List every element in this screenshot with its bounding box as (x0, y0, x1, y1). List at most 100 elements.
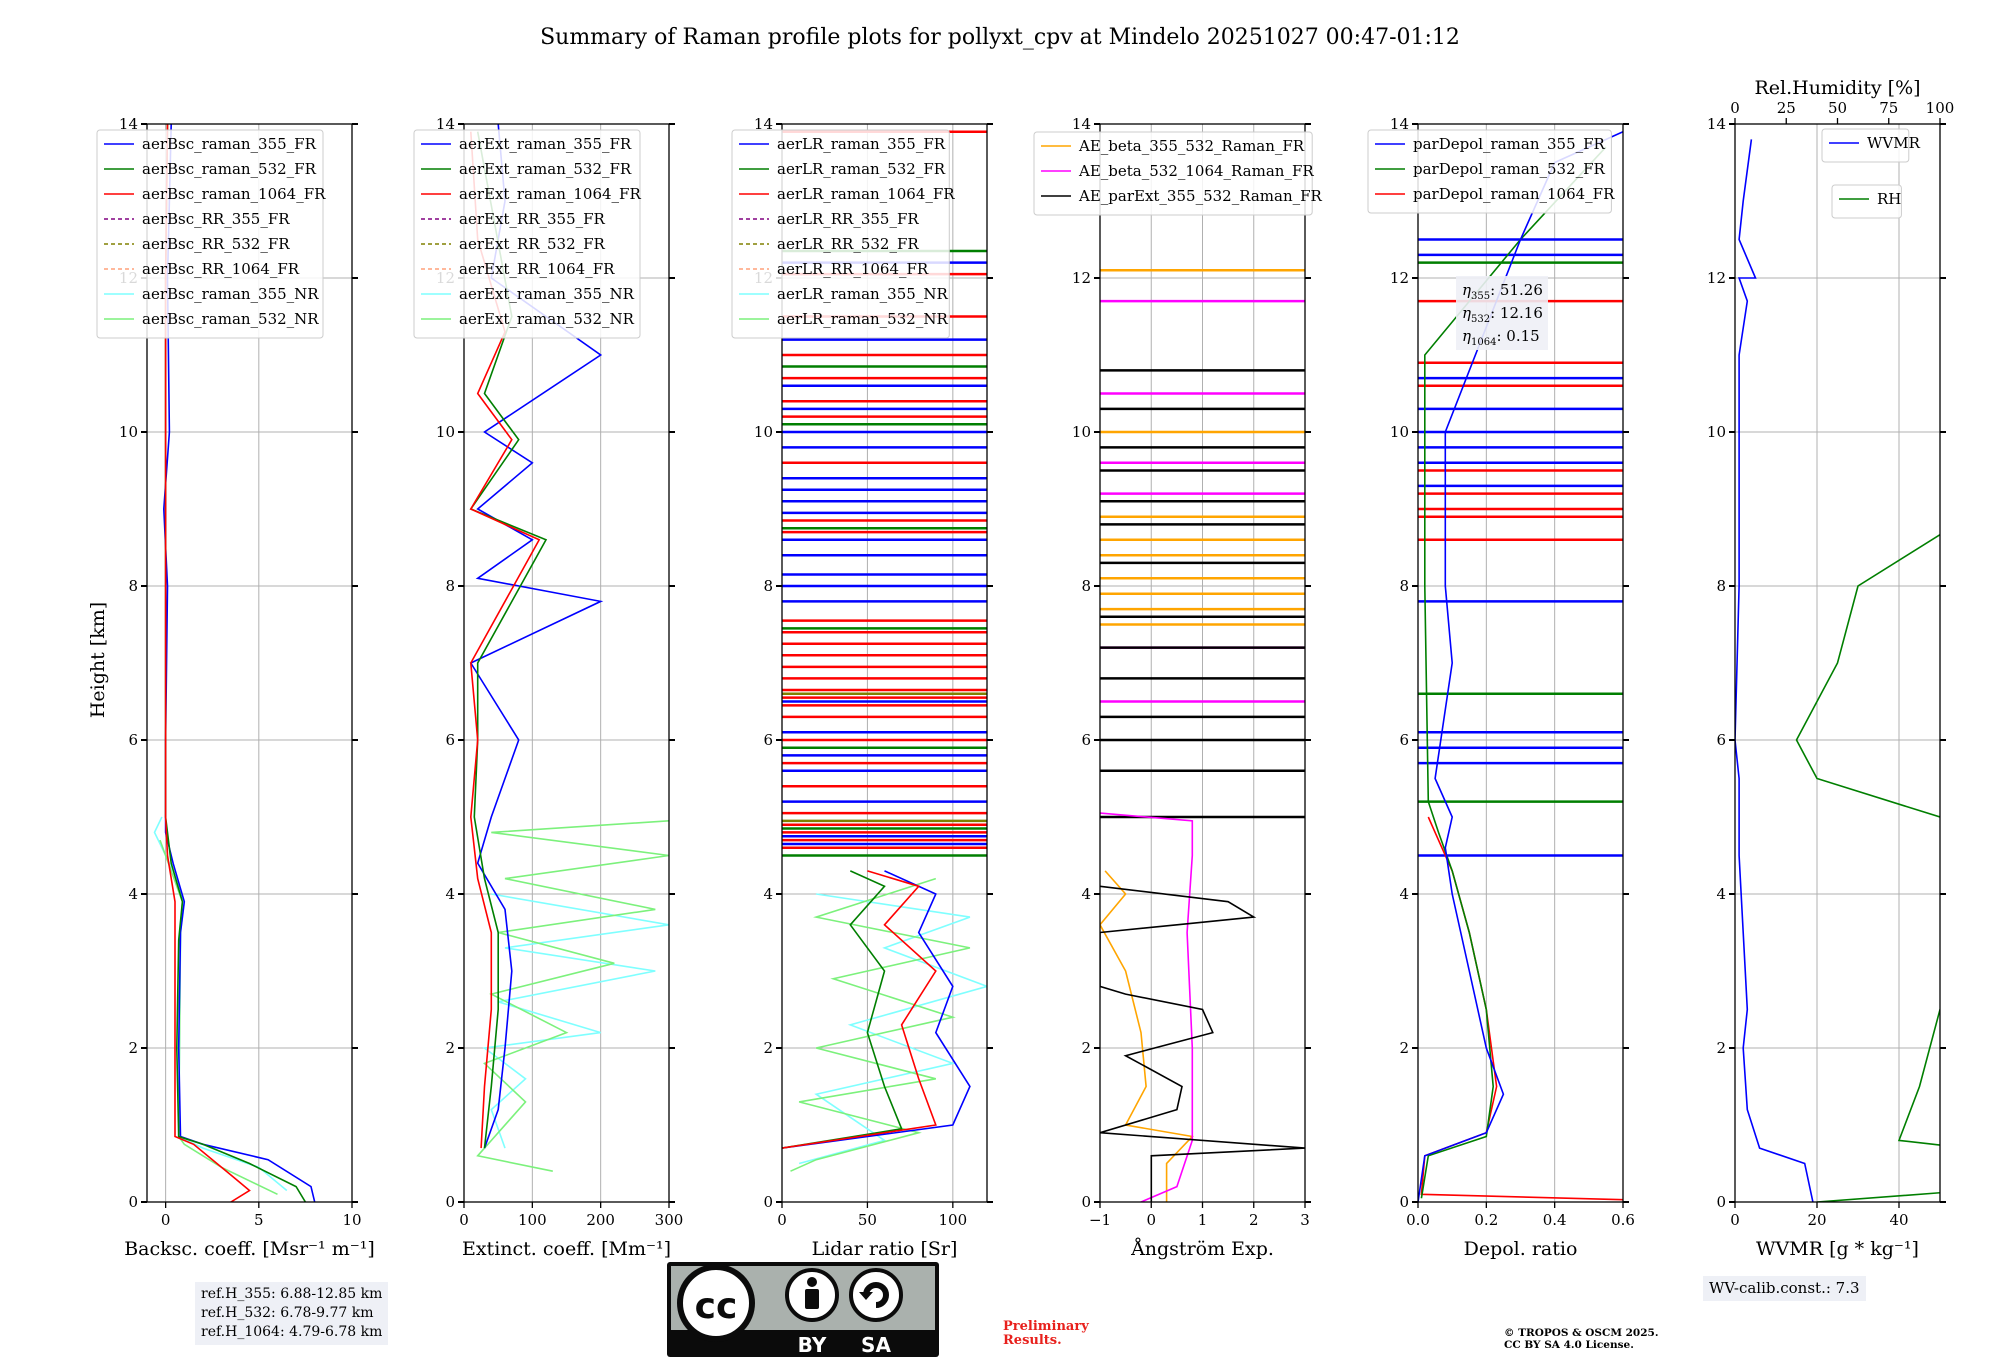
y-tick-label: 14 (436, 115, 455, 133)
series-aerBsc_raman_1064_FR (164, 124, 251, 1202)
series-aerLR_raman_1064_FR (782, 870, 937, 1149)
axes-frame (781, 123, 988, 1203)
preliminary-note: Preliminary Results. (1003, 1320, 1089, 1348)
legend-label: parDepol_raman_1064_FR (1413, 185, 1615, 203)
y-tick-label: 0 (763, 1193, 773, 1211)
legend-label: AE_beta_532_1064_Raman_FR (1078, 162, 1314, 180)
y-tick-label: 14 (754, 115, 773, 133)
copyright-line-2: CC BY SA 4.0 License. (1504, 1339, 1634, 1351)
y-tick-label: 8 (1399, 577, 1409, 595)
axes-frame (463, 123, 670, 1203)
y-tick-label: 10 (1390, 423, 1409, 441)
top-axis-label: Rel.Humidity [%] (1754, 77, 1920, 99)
legend-label: aerBsc_raman_355_FR (142, 135, 317, 153)
legend-label: aerBsc_raman_1064_FR (142, 185, 326, 203)
eta-value: η355: 51.26 (1462, 281, 1543, 302)
y-tick-label: 12 (1390, 269, 1409, 287)
y-tick-label: 10 (436, 423, 455, 441)
x-axis-label: WVMR [g * kg⁻¹] (1756, 1238, 1919, 1260)
y-tick-label: 6 (763, 731, 773, 749)
plot-area (153, 124, 316, 1202)
legend-label: aerLR_RR_532_FR (777, 235, 919, 253)
y-tick-label: 2 (128, 1039, 138, 1057)
x-tick-label: 0.6 (1611, 1211, 1635, 1229)
plot-area (1735, 139, 1940, 1202)
y-tick-label: 14 (1707, 115, 1726, 133)
x-tick-label: 0 (1730, 1211, 1740, 1229)
legend-label: aerLR_RR_355_FR (777, 210, 919, 228)
series-aerExt_raman_532_FR (469, 131, 548, 1149)
legend-label: aerBsc_raman_532_FR (142, 160, 317, 178)
y-tick-label: 6 (1716, 731, 1726, 749)
legend-label: AE_beta_355_532_Raman_FR (1078, 137, 1305, 155)
series-AE_parExt_355_532_Raman_FR (1100, 885, 1305, 1202)
legend-label: aerExt_raman_355_NR (459, 285, 635, 303)
legend-label: WVMR (1867, 134, 1921, 152)
y-tick-label: 6 (445, 731, 455, 749)
axes-frame (1417, 123, 1624, 1203)
cc-text: cc (695, 1286, 738, 1327)
ref-height-532: ref.H_532: 6.78-9.77 km (201, 1305, 374, 1321)
x-tick-label: 0.0 (1406, 1211, 1430, 1229)
top-tick-label: 0 (1730, 99, 1740, 117)
series-aerExt_raman_355_FR (469, 124, 604, 1149)
x-tick-label: 20 (1807, 1211, 1826, 1229)
series-aerExt_raman_1064_FR (469, 131, 541, 1149)
series-aerLR_raman_532_FR (782, 870, 903, 1149)
panel-depol: 0 2 4 6 8 10 12 14 0.0 0.2 0.4 0.6 Depol. ratio parDe… (1367, 115, 1635, 1260)
legend (1033, 131, 1313, 216)
legend-label: aerLR_raman_355_FR (777, 135, 946, 153)
x-axis-label: Lidar ratio [Sr] (812, 1238, 958, 1260)
x-tick-label: 300 (655, 1211, 684, 1229)
series-WVMR (1735, 139, 1814, 1202)
y-tick-label: 2 (1716, 1039, 1726, 1057)
x-tick-label: 1 (1198, 1211, 1208, 1229)
y-tick-label: 10 (1707, 423, 1726, 441)
y-tick-label: 2 (1081, 1039, 1091, 1057)
series-RH (1795, 533, 1940, 1202)
y-tick-label: 8 (1716, 577, 1726, 595)
by-text: BY (798, 1333, 827, 1357)
series-aerExt_raman_532_NR (476, 820, 669, 1172)
legend-label: RH (1877, 190, 1901, 208)
legend-label: aerExt_raman_532_FR (459, 160, 632, 178)
x-tick-label: 0 (161, 1211, 171, 1229)
top-tick-label: 100 (1926, 99, 1955, 117)
legend-label: parDepol_raman_532_FR (1413, 160, 1606, 178)
top-tick-label: 75 (1879, 99, 1898, 117)
series-AE_beta_532_1064_Raman_FR (1100, 812, 1194, 1202)
legend-label: aerExt_RR_1064_FR (459, 260, 615, 278)
y-tick-label: 4 (1716, 885, 1726, 903)
preliminary-line-1: Preliminary (1003, 1319, 1089, 1334)
x-tick-label: 0.4 (1543, 1211, 1567, 1229)
x-tick-label: 0.2 (1474, 1211, 1498, 1229)
legend (96, 129, 324, 339)
legend-label: aerLR_raman_532_FR (777, 160, 946, 178)
legend-label: aerLR_raman_1064_FR (777, 185, 955, 203)
series-aerLR_raman_355_NR (798, 893, 987, 1165)
x-axis-label: Depol. ratio (1464, 1238, 1578, 1260)
legend (1367, 129, 1612, 214)
wv-calibration-box: WV-calib.const.: 7.3 (1703, 1276, 1866, 1301)
legend-label: aerBsc_raman_532_NR (142, 310, 319, 328)
panel-extinction: 024681012140100200300Extinct. coeff. [Mm… (413, 115, 684, 1260)
y-tick-label: 0 (445, 1193, 455, 1211)
x-tick-label: −1 (1089, 1211, 1111, 1229)
series-aerLR_raman_532_NR (790, 877, 971, 1172)
eta-value: η1064: 0.15 (1462, 327, 1540, 348)
plot-area (1100, 269, 1305, 1202)
x-axis-label: Ångström Exp. (1130, 1238, 1274, 1260)
top-tick-label: 25 (1777, 99, 1796, 117)
ref-height-355: ref.H_355: 6.88-12.85 km (201, 1286, 383, 1302)
y-tick-label: 6 (1081, 731, 1091, 749)
plot-area (1418, 130, 1623, 1202)
y-tick-label: 4 (763, 885, 773, 903)
x-tick-label: 3 (1300, 1211, 1310, 1229)
x-tick-label: 50 (858, 1211, 877, 1229)
ref-height-1064: ref.H_1064: 4.79-6.78 km (201, 1324, 383, 1340)
y-tick-label: 6 (1399, 731, 1409, 749)
x-tick-label: 0 (1146, 1211, 1156, 1229)
y-tick-label: 0 (1716, 1193, 1726, 1211)
y-tick-label: 0 (128, 1193, 138, 1211)
